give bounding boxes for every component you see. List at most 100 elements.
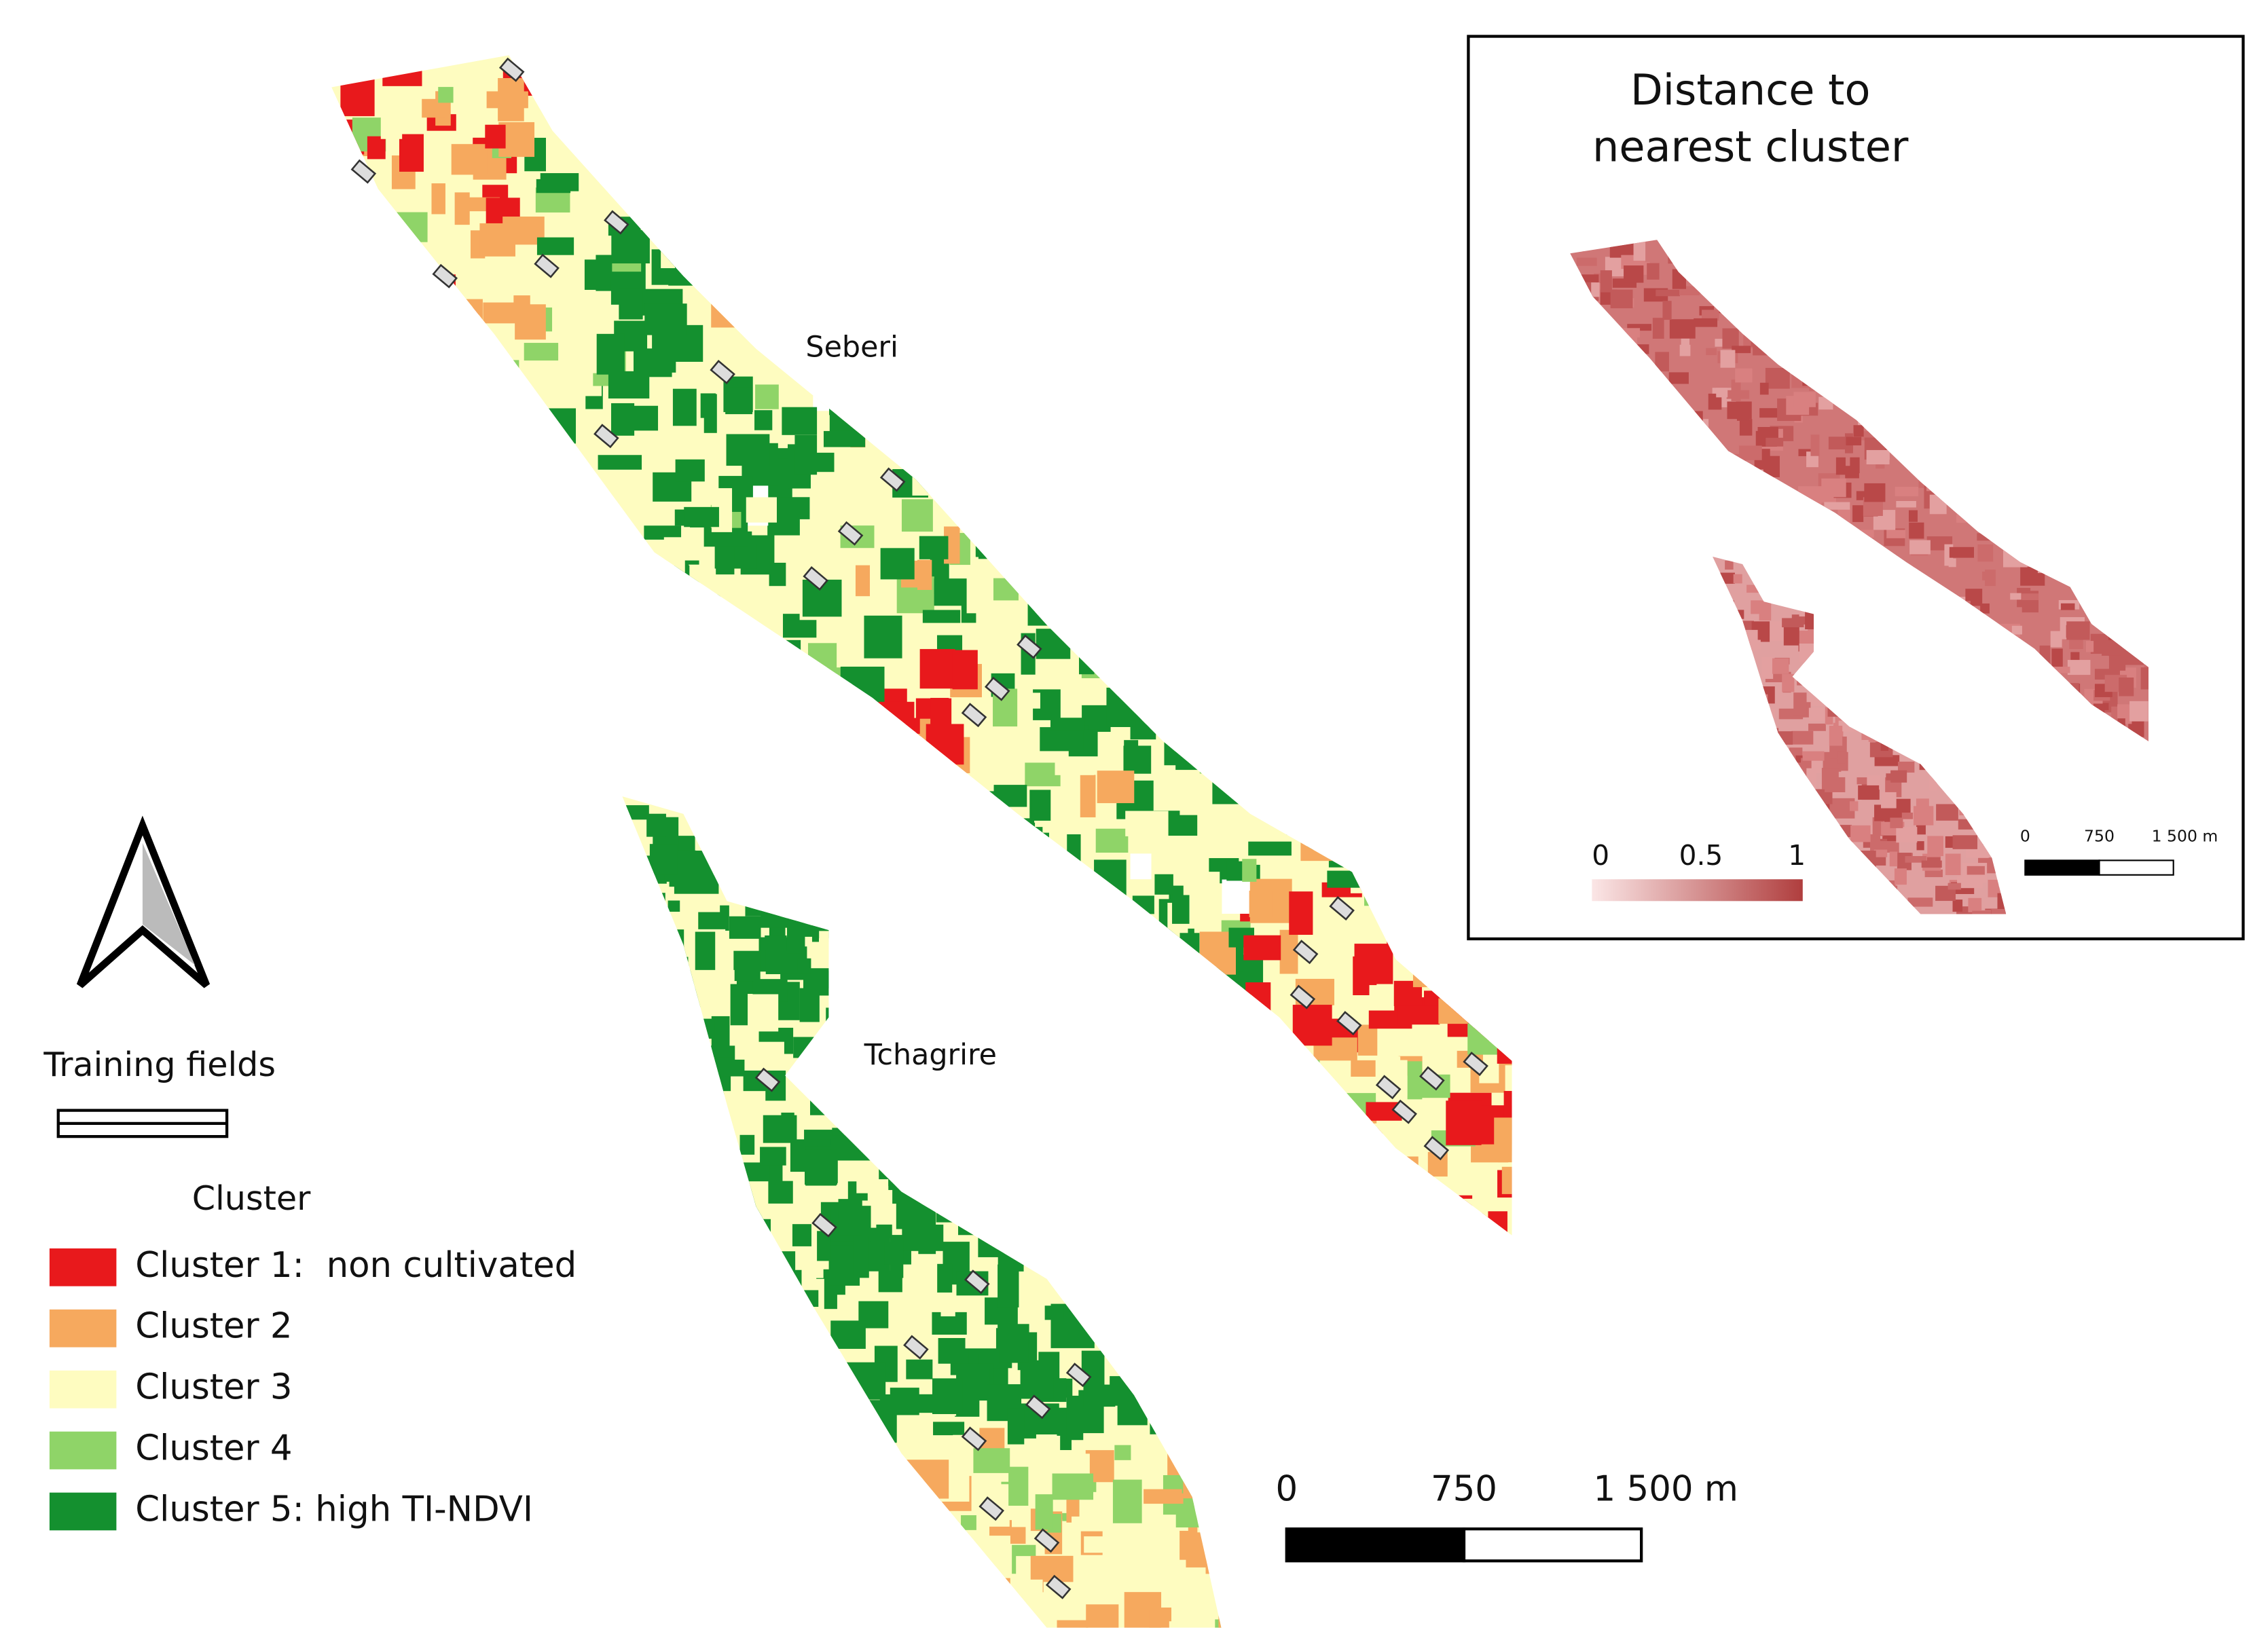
patch	[858, 1523, 880, 1538]
patch	[699, 1314, 713, 1352]
patch	[545, 408, 577, 444]
patch	[1398, 370, 1419, 400]
patch	[1068, 931, 1110, 963]
patch	[1810, 496, 1836, 503]
patch	[444, 916, 472, 938]
patch	[623, 1107, 665, 1142]
patch	[826, 1466, 864, 1499]
patch	[903, 175, 922, 193]
patch	[1627, 324, 1652, 331]
patch	[661, 705, 705, 730]
patch	[767, 275, 806, 296]
patch	[640, 1051, 664, 1094]
patch	[647, 1123, 678, 1163]
patch	[1168, 1434, 1201, 1453]
patch	[717, 1424, 758, 1445]
patch	[669, 160, 703, 198]
patch	[757, 1495, 793, 1515]
patch	[1067, 834, 1081, 878]
patch	[966, 578, 991, 614]
patch	[1668, 372, 1689, 384]
patch	[1396, 1183, 1425, 1223]
patch	[739, 1303, 763, 1323]
patch	[356, 842, 388, 871]
patch	[381, 367, 411, 398]
patch	[451, 144, 488, 175]
patch	[356, 639, 382, 665]
patch	[566, 110, 592, 126]
patch	[1218, 500, 1235, 529]
patch	[1116, 1207, 1147, 1221]
patch	[1248, 841, 1292, 856]
patch	[865, 942, 898, 957]
patch	[355, 610, 386, 628]
patch	[361, 845, 376, 873]
patch	[936, 1576, 951, 1608]
patch	[621, 1236, 663, 1264]
patch	[1410, 160, 1430, 204]
patch	[666, 697, 700, 714]
patch	[912, 477, 930, 496]
patch	[1060, 1117, 1101, 1136]
patch	[953, 811, 972, 826]
patch	[1097, 249, 1114, 278]
patch	[1016, 128, 1053, 162]
patch	[1429, 657, 1447, 677]
patch	[1183, 1471, 1199, 1499]
training-field	[754, 1067, 781, 1092]
patch	[331, 264, 354, 294]
patch	[998, 1624, 1014, 1628]
patch	[1310, 616, 1351, 635]
patch	[1205, 1195, 1243, 1216]
patch	[695, 1131, 710, 1151]
patch	[1248, 360, 1294, 376]
patch	[722, 146, 753, 188]
patch	[988, 1215, 1012, 1239]
patch	[1412, 869, 1444, 913]
patch	[819, 838, 849, 880]
patch	[1991, 908, 2007, 914]
patch	[388, 821, 407, 862]
patch	[993, 839, 1028, 869]
patch	[1656, 289, 1681, 297]
patch	[794, 434, 818, 475]
legend-swatch	[49, 1309, 117, 1348]
patch	[1895, 487, 1919, 497]
patch	[1099, 1276, 1114, 1294]
patch	[1120, 924, 1160, 944]
patch	[818, 839, 860, 881]
patch	[897, 891, 914, 925]
patch	[1368, 437, 1398, 480]
patch	[624, 642, 644, 680]
patch	[1026, 1579, 1043, 1606]
patch	[1185, 1088, 1206, 1102]
patch	[1123, 1007, 1158, 1051]
patch	[1624, 265, 1644, 283]
patch	[1219, 1496, 1222, 1535]
patch	[675, 213, 698, 259]
patch	[1723, 335, 1736, 346]
patch	[894, 822, 917, 867]
patch	[1101, 921, 1127, 963]
patch	[710, 1531, 754, 1564]
patch	[1149, 388, 1185, 411]
patch	[755, 384, 779, 409]
patch	[898, 299, 935, 329]
patch	[603, 1073, 629, 1115]
patch	[592, 766, 623, 798]
patch	[867, 837, 907, 870]
patch	[933, 1422, 965, 1436]
patch	[1067, 1263, 1097, 1288]
patch	[1455, 1198, 1488, 1236]
patch	[570, 724, 585, 762]
patch	[1135, 1230, 1173, 1236]
patch	[1328, 374, 1351, 391]
patch	[899, 802, 913, 830]
patch	[915, 801, 956, 845]
patch	[1389, 1248, 1427, 1266]
patch	[783, 1341, 817, 1355]
patch	[857, 709, 892, 726]
patch	[972, 889, 992, 931]
patch	[1338, 287, 1376, 320]
patch	[690, 1152, 724, 1173]
